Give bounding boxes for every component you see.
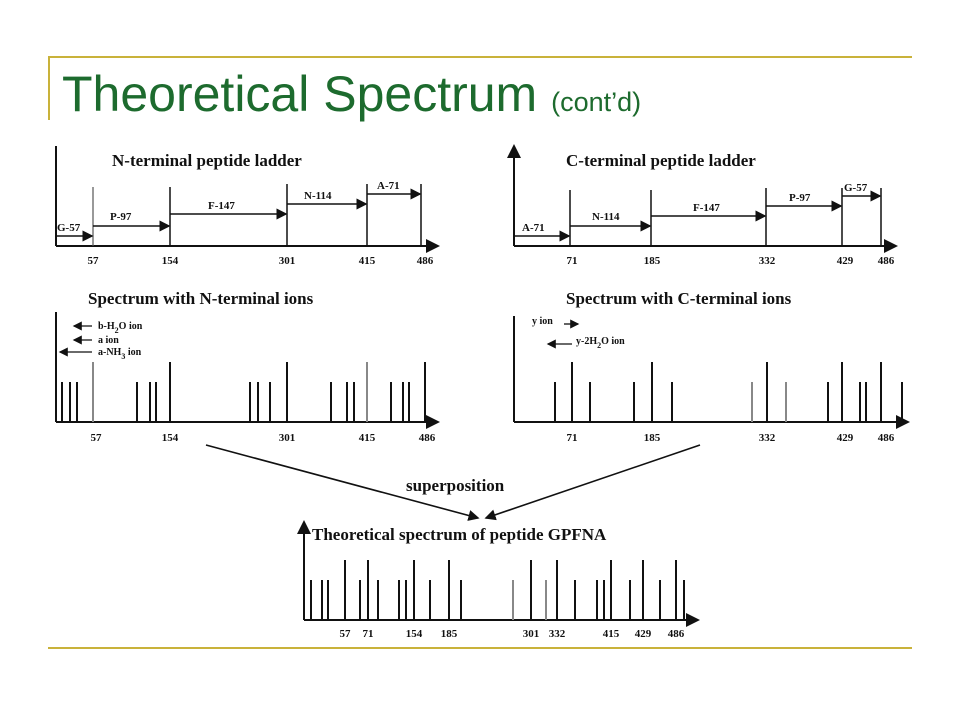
c-spectrum-legend-item: y ion (532, 316, 553, 327)
n-spectrum-tick-label: 57 (91, 432, 103, 444)
c-ladder-segment-label: P-97 (789, 192, 811, 204)
n-ladder-title: N-terminal peptide ladder (112, 151, 302, 170)
c-spectrum-peaks (554, 362, 903, 422)
combined-title: Theoretical spectrum of peptide GPFNA (312, 525, 607, 544)
bottom-rule (48, 647, 912, 649)
superposition-label: superposition (406, 476, 505, 495)
combined-tick-label: 57 (340, 628, 352, 640)
c-spectrum-tick-label: 429 (837, 432, 854, 444)
c-ladder-tick-label: 185 (644, 255, 661, 267)
legend-text: O ion (119, 321, 143, 332)
n-ladder-tick-label: 486 (417, 255, 434, 267)
superposition-arrow-right (484, 444, 701, 521)
n-spectrum-tick-label: 301 (279, 432, 296, 444)
c-ladder-segment-label: A-71 (522, 222, 545, 234)
n-spectrum-title: Spectrum with N-terminal ions (88, 289, 314, 308)
slide-title: Theoretical Spectrum (cont’d) (62, 64, 641, 132)
legend-text: b-H (98, 321, 115, 332)
combined-spectrum-panel: Theoretical spectrum of peptide GPFNA 57… (297, 520, 700, 640)
top-rule (48, 56, 912, 58)
c-ladder-segment-label: N-114 (592, 211, 620, 223)
n-ladder-segment-label: P-97 (110, 211, 132, 223)
legend-text: a ion (98, 335, 119, 346)
c-ladder-tick-label: 332 (759, 255, 776, 267)
combined-tick-label: 71 (363, 628, 374, 640)
c-ladder-panel: C-terminal peptide ladder A-71 N-114 F-1… (507, 144, 898, 267)
title-subtitle: (cont’d) (551, 87, 642, 117)
c-spectrum-panel: Spectrum with C-terminal ions y ion y-2H… (513, 289, 910, 444)
legend-subscript: 2 (115, 326, 119, 335)
n-spectrum-panel: Spectrum with N-terminal ions b-H2O ion … (55, 289, 440, 444)
c-spectrum-title: Spectrum with C-terminal ions (566, 289, 792, 308)
c-ladder-tick-label: 71 (567, 255, 578, 267)
n-ladder-segment-label: N-114 (304, 190, 332, 202)
combined-tick-label: 301 (523, 628, 540, 640)
n-spectrum-tick-label: 486 (419, 432, 436, 444)
legend-subscript: 2 (597, 341, 601, 350)
left-rule (48, 56, 50, 120)
combined-tick-label: 185 (441, 628, 458, 640)
c-ladder-segment-label: F-147 (693, 202, 720, 214)
n-ladder-segment-label: A-71 (377, 180, 400, 192)
c-ladder-tick-label: 486 (878, 255, 895, 267)
combined-tick-label: 486 (668, 628, 685, 640)
n-spectrum-tick-label: 154 (162, 432, 179, 444)
title-main: Theoretical Spectrum (62, 66, 538, 122)
legend-text: y-2H (576, 336, 597, 347)
n-spectrum-tick-label: 415 (359, 432, 376, 444)
superposition-connector: superposition (205, 444, 701, 521)
legend-subscript: 3 (121, 352, 125, 361)
n-ladder-tick-label: 301 (279, 255, 296, 267)
legend-text: O ion (601, 336, 625, 347)
combined-tick-label: 415 (603, 628, 620, 640)
n-ladder-tick-label: 154 (162, 255, 179, 267)
c-spectrum-legend-item: y-2H2O ion (576, 336, 625, 350)
superposition-arrow-left (205, 444, 480, 521)
legend-text: ion (125, 347, 141, 358)
legend-text: y ion (532, 316, 553, 327)
c-ladder-segment-label: G-57 (844, 182, 868, 194)
c-spectrum-tick-label: 486 (878, 432, 895, 444)
n-ladder-tick-label: 57 (88, 255, 100, 267)
n-ladder-segment-label: G-57 (57, 222, 81, 234)
n-ladder-panel: N-terminal peptide ladder G-57 P-97 F-14… (55, 146, 440, 267)
combined-tick-label: 154 (406, 628, 423, 640)
c-spectrum-tick-label: 71 (567, 432, 578, 444)
combined-tick-label: 429 (635, 628, 652, 640)
n-spectrum-legend-item: b-H2O ion (98, 321, 143, 335)
n-ladder-segment-label: F-147 (208, 200, 235, 212)
n-ladder-tick-label: 415 (359, 255, 376, 267)
legend-text: a-NH (98, 347, 122, 358)
combined-tick-label: 332 (549, 628, 566, 640)
c-ladder-title: C-terminal peptide ladder (566, 151, 756, 170)
n-spectrum-legend-item: a ion (98, 335, 119, 346)
n-spectrum-legend-item: a-NH3 ion (98, 347, 142, 361)
n-spectrum-peaks (61, 362, 426, 422)
combined-spectrum-peaks (310, 560, 685, 620)
c-spectrum-tick-label: 332 (759, 432, 776, 444)
c-spectrum-tick-label: 185 (644, 432, 661, 444)
c-ladder-tick-label: 429 (837, 255, 854, 267)
